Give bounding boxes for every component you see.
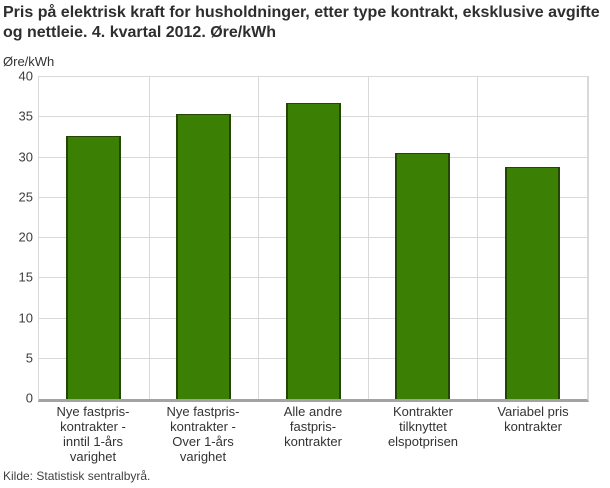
y-tick-label-40: 40 [18,68,33,84]
gridline-x-2 [258,77,260,399]
gridline-x-3 [367,77,369,399]
bar-1 [66,135,122,399]
category-label-4: Kontrakter tilknyttet elspotprisen [387,404,459,449]
y-tick-label-15: 15 [18,269,33,285]
y-tick-label-5: 5 [25,350,33,366]
category-label-1: Nye fastpris-kontrakter - inntil 1-års var… [56,404,130,464]
category-label-3: Alle andre fastpris-kontrakter [283,404,343,449]
bar-3 [285,102,341,399]
y-tick-label-0: 0 [25,390,33,406]
y-tick-label-10: 10 [18,310,33,325]
y-tick-label-35: 35 [18,108,33,124]
category-label-2: Nye fastpris-kontrakter - Over 1-års varig… [166,404,240,464]
chart-title-line-1: Pris på elektrisk kraft for husholdninge… [3,4,600,21]
source-note: Kilde: Statistisk sentralbyrå. [3,469,151,483]
bar-2 [175,114,231,399]
bar-5 [504,167,560,399]
chart-title-line-2: og nettleie. 4. kvartal 2012. Øre/kWh [3,24,276,41]
gridline-x-1 [148,77,150,399]
y-tick-label-25: 25 [18,189,33,205]
y-axis: 0 5 10 15 20 25 30 35 40 [0,69,33,406]
category-label-5: Variabel pris kontrakter [497,404,569,434]
y-axis-unit-label: Øre/kWh [3,54,55,69]
y-tick-label-20: 20 [18,229,33,245]
gridline-x-4 [477,77,479,399]
chart-title: Pris på elektrisk kraft for husholdninge… [3,3,609,43]
bar-4 [395,153,451,399]
y-tick-label-30: 30 [18,149,33,164]
x-axis: Nye fastpris-kontrakter - inntil 1-års var… [38,404,588,464]
plot-area [38,76,589,402]
